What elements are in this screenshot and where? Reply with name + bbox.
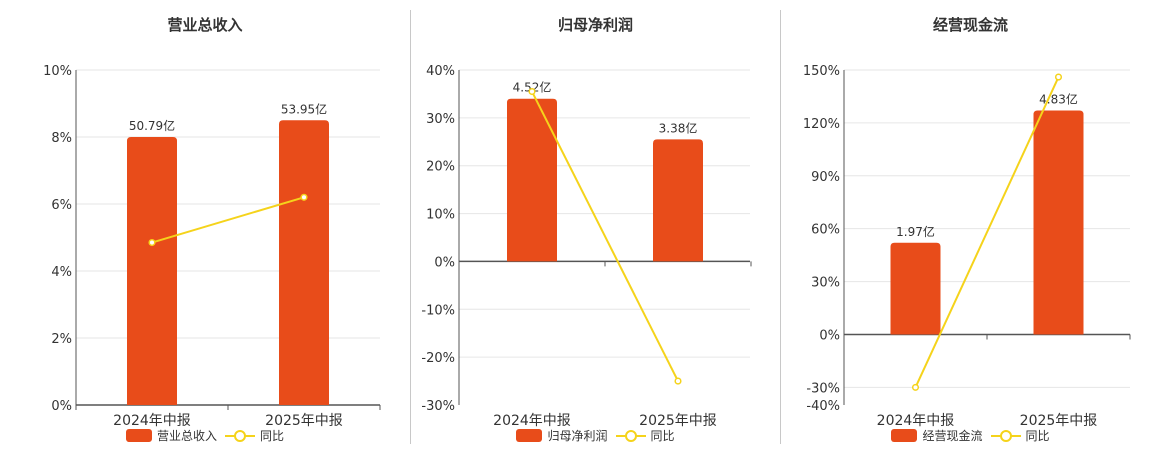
legend: 营业总收入 同比 [0,427,410,444]
line-point [300,193,308,201]
y-tick-label: 0% [51,399,72,414]
x-tick-label: 2024年中报 [113,413,191,429]
x-tick-label: 2025年中报 [265,413,343,429]
legend: 经营现金流 同比 [781,427,1160,444]
legend-line-swatch [990,429,1021,442]
chart-svg: -40% -30% 0% 30% 60% 90% 120% 150% 1.97亿 4.83亿 202… [803,64,1131,429]
y-tick-label: 120% [803,117,840,132]
y-tick-label: -40% [806,399,840,414]
y-tick-label: -10% [421,303,455,318]
y-tick-label: 10% [43,64,72,79]
legend: 归母净利润 同比 [411,427,780,444]
line-series [914,76,1060,388]
y-tick-label: -20% [421,351,455,366]
legend-item-line[interactable]: 同比 [615,427,675,444]
y-tick-label: 90% [811,170,840,185]
bar [890,242,941,335]
legend-item-bar[interactable]: 营业总收入 [125,427,217,444]
panel-divider [410,10,411,444]
chart-panel-cash-flow: 经营现金流 -40% -30% 0% 30% 60% 90% 120% 150% 1.97亿 4.… [781,0,1160,450]
line-point [674,377,682,385]
y-tick-label: 20% [426,160,455,175]
chart-svg: -30% -20% -10% 0% 10% 20% 30% 40% 4.52亿 3.38亿 2024… [421,64,752,429]
y-tick-label: -30% [421,399,455,414]
bar-value-label: 3.38亿 [659,120,698,135]
bar-value-label: 1.97亿 [896,224,935,239]
bar-value-label: 50.79亿 [129,118,175,133]
legend-item-line[interactable]: 同比 [225,427,284,444]
legend-line-label: 同比 [260,429,285,443]
chart-panel-revenue: 营业总收入 0% 2% 4% 6% 8% 10% 50.79亿 53.95亿 2024年中报 20… [0,0,410,450]
y-tick-label: 60% [811,223,840,238]
legend-line-label: 同比 [650,429,675,443]
bar-value-label: 4.83亿 [1039,92,1078,107]
x-tick-label: 2025年中报 [639,413,717,429]
legend-bar-swatch [516,429,543,442]
y-tick-label: 30% [811,276,840,291]
line-point [911,383,920,391]
y-tick-label: 40% [426,64,455,79]
legend-bar-label: 营业总收入 [156,429,217,443]
bar-value-label: 53.95亿 [281,101,327,116]
y-tick-label: 150% [803,64,840,79]
legend-item-line[interactable]: 同比 [990,427,1050,444]
line-point [528,87,536,96]
bar [1033,110,1084,335]
bar [653,139,703,262]
y-tick-label: 0% [819,328,840,343]
y-tick-label: 8% [51,131,72,146]
legend-line-label: 同比 [1025,429,1050,443]
chart-title: 营业总收入 [167,16,243,34]
chart-panel-net-profit: 归母净利润 -30% -20% -10% 0% 10% 20% 30% 40% 4.52亿 3.3… [411,0,780,450]
y-tick-label: 2% [51,332,72,347]
line-series [151,196,305,244]
x-tick-label: 2025年中报 [1020,413,1098,429]
line-series [531,91,679,382]
x-tick-label: 2024年中报 [877,413,955,429]
legend-line-swatch [615,429,646,442]
panel-divider [780,10,781,444]
legend-bar-swatch [891,429,918,442]
line-point [1054,73,1063,81]
y-tick-label: 30% [426,112,455,127]
legend-item-bar[interactable]: 归母净利润 [516,427,608,444]
bar [507,98,557,262]
legend-item-bar[interactable]: 经营现金流 [891,427,983,444]
bar [279,120,329,405]
chart-svg: 0% 2% 4% 6% 8% 10% 50.79亿 53.95亿 2024年中报 2025年中报 [43,64,381,429]
x-tick-label: 2024年中报 [493,413,571,429]
legend-bar-label: 经营现金流 [922,429,983,443]
chart-title: 归母净利润 [557,16,633,34]
y-tick-label: -30% [806,381,840,396]
legend-bar-label: 归母净利润 [547,429,608,443]
bar-value-label: 4.52亿 [513,80,552,95]
legend-line-swatch [225,429,255,442]
bar [127,137,177,405]
y-tick-label: 0% [434,255,455,270]
y-tick-label: 10% [426,208,455,223]
legend-bar-swatch [125,429,152,442]
y-tick-label: 4% [51,265,72,280]
y-tick-label: 6% [51,198,72,213]
chart-title: 经营现金流 [932,16,1008,34]
line-point [148,238,156,247]
